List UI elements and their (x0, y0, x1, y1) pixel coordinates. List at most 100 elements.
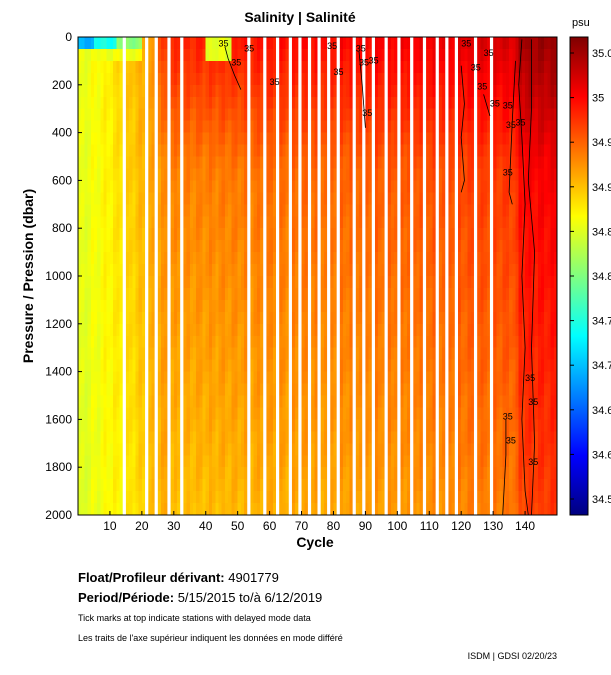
heat-cell (416, 359, 421, 373)
heat-cell (467, 96, 472, 110)
heat-cell (202, 371, 207, 385)
heat-cell (228, 359, 232, 373)
heat-cell (400, 252, 405, 265)
heat-cell (125, 503, 130, 515)
heat-cell (103, 168, 108, 181)
heat-cell (470, 383, 475, 397)
heat-cell (458, 180, 462, 193)
heat-cell (237, 335, 242, 349)
heat-cell (282, 120, 287, 134)
heat-cell (260, 276, 264, 289)
heat-cell (196, 383, 200, 397)
heat-cell (458, 467, 462, 480)
heat-cell (311, 347, 315, 361)
heat-cell (330, 240, 335, 253)
heat-cell (234, 144, 239, 158)
heat-cell (244, 383, 248, 397)
heat-cell (403, 72, 408, 86)
heat-cell (346, 168, 351, 181)
heat-cell (291, 347, 296, 361)
heat-cell (244, 359, 248, 373)
heat-cell (359, 287, 363, 301)
heat-cell (333, 216, 338, 229)
heat-cell (349, 335, 354, 349)
heat-cell (93, 299, 98, 313)
heat-cell (97, 180, 101, 193)
heat-cell (368, 491, 373, 504)
heat-cell (467, 395, 472, 409)
heat-cell (330, 48, 335, 62)
heat-cell (186, 228, 191, 241)
heat-cell (304, 359, 309, 373)
heat-cell (467, 204, 472, 217)
heat-cell (250, 60, 255, 74)
heat-cell (93, 240, 98, 253)
heat-cell (221, 431, 226, 444)
heat-cell (400, 37, 405, 50)
heat-cell (266, 180, 271, 193)
heat-cell (221, 72, 226, 86)
heat-cell (125, 132, 130, 146)
heat-cell (311, 264, 315, 277)
heat-cell (429, 335, 434, 349)
heat-cell (301, 467, 306, 480)
heat-cell (189, 276, 194, 289)
heat-cell (333, 48, 338, 62)
heat-cell (192, 347, 197, 361)
heat-cell (390, 144, 395, 158)
heat-cell (164, 491, 169, 504)
heat-cell (100, 395, 105, 409)
heat-cell (151, 383, 156, 397)
heat-cell (138, 108, 143, 122)
heat-cell (394, 479, 398, 492)
heat-cell (78, 431, 82, 444)
heat-cell (231, 407, 236, 420)
heat-cell (113, 383, 117, 397)
heat-cell (320, 503, 325, 515)
heat-cell (215, 228, 220, 241)
heat-cell (291, 395, 296, 409)
heat-cell (374, 72, 379, 86)
heat-cell (240, 252, 245, 265)
heat-cell (413, 503, 418, 515)
heat-cell (406, 491, 411, 504)
heat-cell (378, 491, 382, 504)
heat-cell (253, 216, 258, 229)
heat-cell (221, 503, 226, 515)
heat-cell (231, 180, 236, 193)
heat-cell (218, 443, 223, 456)
heat-cell (141, 252, 146, 265)
heat-cell (272, 48, 277, 62)
heat-cell (285, 228, 290, 241)
heat-cell (109, 287, 114, 301)
heat-cell (304, 455, 309, 468)
heat-cell (119, 168, 124, 181)
heat-cell (119, 132, 124, 146)
heat-cell (231, 419, 236, 432)
heat-cell (461, 479, 465, 492)
heat-cell (390, 371, 395, 385)
heat-cell (148, 491, 153, 504)
heat-cell (458, 311, 462, 325)
heat-cell (416, 60, 421, 74)
heat-cell (129, 96, 133, 110)
heat-cell (161, 192, 165, 205)
heat-cell (442, 359, 446, 373)
heat-cell (138, 311, 143, 325)
heat-cell (97, 192, 101, 205)
heat-cell (151, 335, 156, 349)
heat-cell (381, 419, 386, 432)
heat-cell (256, 371, 261, 385)
heat-cell (378, 419, 382, 432)
heat-cell (113, 252, 117, 265)
heat-cell (320, 419, 325, 432)
heat-cell (416, 431, 421, 444)
heat-cell (84, 144, 89, 158)
heat-cell (295, 96, 299, 110)
heat-cell (161, 287, 165, 301)
heat-cell (138, 72, 143, 86)
heat-cell (164, 443, 169, 456)
heat-cell (400, 479, 405, 492)
heat-cell (400, 240, 405, 253)
heat-cell (426, 299, 430, 313)
